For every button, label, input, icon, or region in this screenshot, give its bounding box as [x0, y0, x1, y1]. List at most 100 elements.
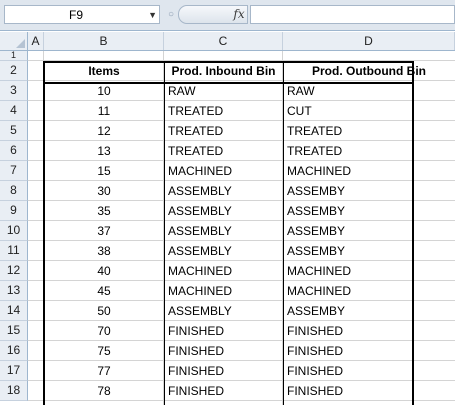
column-header-b[interactable]: B [44, 32, 164, 50]
select-all-button[interactable] [0, 32, 28, 50]
column-header-a[interactable]: A [28, 32, 44, 50]
table-cell[interactable]: ASSEMBY [287, 224, 346, 238]
row-header-1[interactable]: 1 [0, 51, 28, 61]
row-header-14[interactable]: 14 [0, 301, 28, 321]
table-cell[interactable]: 15 [97, 164, 111, 178]
table-cell[interactable]: ASSEMBY [287, 304, 346, 318]
row-header-17[interactable]: 17 [0, 361, 28, 381]
table-cell[interactable]: MACHINED [168, 284, 233, 298]
table-header-cell[interactable]: Prod. Inbound Bin [171, 64, 276, 78]
gridline [28, 320, 455, 321]
row-header-2[interactable]: 2 [0, 61, 28, 81]
table-cell[interactable]: RAW [287, 84, 315, 98]
gridline [282, 51, 283, 405]
gridline [28, 260, 455, 261]
gridline [28, 140, 455, 141]
formula-input[interactable] [250, 5, 455, 24]
table-cell[interactable]: ASSEMBY [287, 184, 346, 198]
table-cell[interactable]: MACHINED [168, 264, 233, 278]
gridline [28, 60, 455, 61]
table-cell[interactable]: ASSEMBY [287, 244, 346, 258]
table-cell[interactable]: TREATED [168, 104, 224, 118]
row-header-18[interactable]: 18 [0, 381, 28, 401]
table-cell[interactable]: 35 [97, 204, 111, 218]
row-header-13[interactable]: 13 [0, 281, 28, 301]
gridline [28, 160, 455, 161]
gridline [163, 51, 164, 405]
table-cell[interactable]: 40 [97, 264, 111, 278]
table-cell[interactable]: TREATED [168, 144, 224, 158]
table-cell[interactable]: MACHINED [287, 264, 352, 278]
table-cell[interactable]: 11 [97, 104, 111, 118]
table-cell[interactable]: 50 [97, 304, 111, 318]
table-cell[interactable]: ASSEMBLY [168, 204, 232, 218]
table-cell[interactable]: MACHINED [168, 164, 233, 178]
row-header-4[interactable]: 4 [0, 101, 28, 121]
chevron-down-icon[interactable]: ▼ [148, 10, 157, 20]
table-cell[interactable]: RAW [168, 84, 196, 98]
row-header-9[interactable]: 9 [0, 201, 28, 221]
row-header-10[interactable]: 10 [0, 221, 28, 241]
row-header-15[interactable]: 15 [0, 321, 28, 341]
table-cell[interactable]: 75 [97, 344, 111, 358]
table-cell[interactable]: 10 [97, 84, 111, 98]
table-cell[interactable]: ASSEMBLY [168, 244, 232, 258]
table-cell[interactable]: FINISHED [168, 344, 225, 358]
table-cell[interactable]: FINISHED [287, 384, 344, 398]
row-header-8[interactable]: 8 [0, 181, 28, 201]
gridline [28, 100, 455, 101]
table-header-cell[interactable]: Prod. Outbound Bin [312, 64, 426, 78]
row-header-16[interactable]: 16 [0, 341, 28, 361]
table-cell[interactable]: TREATED [168, 124, 224, 138]
gridline [28, 120, 455, 121]
gridline [28, 340, 455, 341]
table-cell[interactable]: ASSEMBY [287, 204, 346, 218]
table-cell[interactable]: 13 [97, 144, 111, 158]
table-header-underline [43, 82, 414, 84]
table-cell[interactable]: CUT [287, 104, 312, 118]
table-header-cell[interactable]: Items [88, 64, 120, 78]
table-cell[interactable]: 77 [97, 364, 111, 378]
table-cell[interactable]: MACHINED [287, 284, 352, 298]
row-header-3[interactable]: 3 [0, 81, 28, 101]
name-box[interactable]: F9 ▼ [4, 5, 160, 24]
column-header-c[interactable]: C [164, 32, 283, 50]
table-cell[interactable]: FINISHED [287, 344, 344, 358]
table-cell[interactable]: ASSEMBLY [168, 184, 232, 198]
gridline [28, 220, 455, 221]
table-cell[interactable]: FINISHED [287, 324, 344, 338]
row-header-7[interactable]: 7 [0, 161, 28, 181]
row-header-6[interactable]: 6 [0, 141, 28, 161]
table-cell[interactable]: 38 [97, 244, 111, 258]
table-cell[interactable]: 37 [97, 224, 111, 238]
row-header-5[interactable]: 5 [0, 121, 28, 141]
name-box-value: F9 [68, 8, 83, 22]
gridline [28, 180, 455, 181]
column-separator [283, 61, 284, 405]
table-cell[interactable]: ASSEMBLY [168, 224, 232, 238]
row-header-12[interactable]: 12 [0, 261, 28, 281]
formula-buttons [178, 5, 248, 24]
table-cell[interactable]: FINISHED [168, 364, 225, 378]
table-cell[interactable]: ASSEMBLY [168, 304, 232, 318]
table-cell[interactable]: MACHINED [287, 164, 352, 178]
insert-function-icon[interactable]: fx [233, 7, 245, 21]
gridline [28, 400, 455, 401]
gridline [28, 280, 455, 281]
table-cell[interactable]: 30 [97, 184, 111, 198]
row-header-11[interactable]: 11 [0, 241, 28, 261]
gridline [28, 80, 455, 81]
gridline [28, 200, 455, 201]
table-cell[interactable]: TREATED [287, 144, 343, 158]
resize-handle-icon[interactable]: ○ [167, 9, 175, 20]
gridline [28, 300, 455, 301]
table-cell[interactable]: FINISHED [168, 384, 225, 398]
table-cell[interactable]: TREATED [287, 124, 343, 138]
table-cell[interactable]: 12 [97, 124, 111, 138]
table-cell[interactable]: 45 [97, 284, 111, 298]
table-cell[interactable]: 78 [97, 384, 111, 398]
column-header-d[interactable]: D [283, 32, 455, 50]
table-cell[interactable]: FINISHED [287, 364, 344, 378]
table-cell[interactable]: 70 [97, 324, 111, 338]
table-cell[interactable]: FINISHED [168, 324, 225, 338]
